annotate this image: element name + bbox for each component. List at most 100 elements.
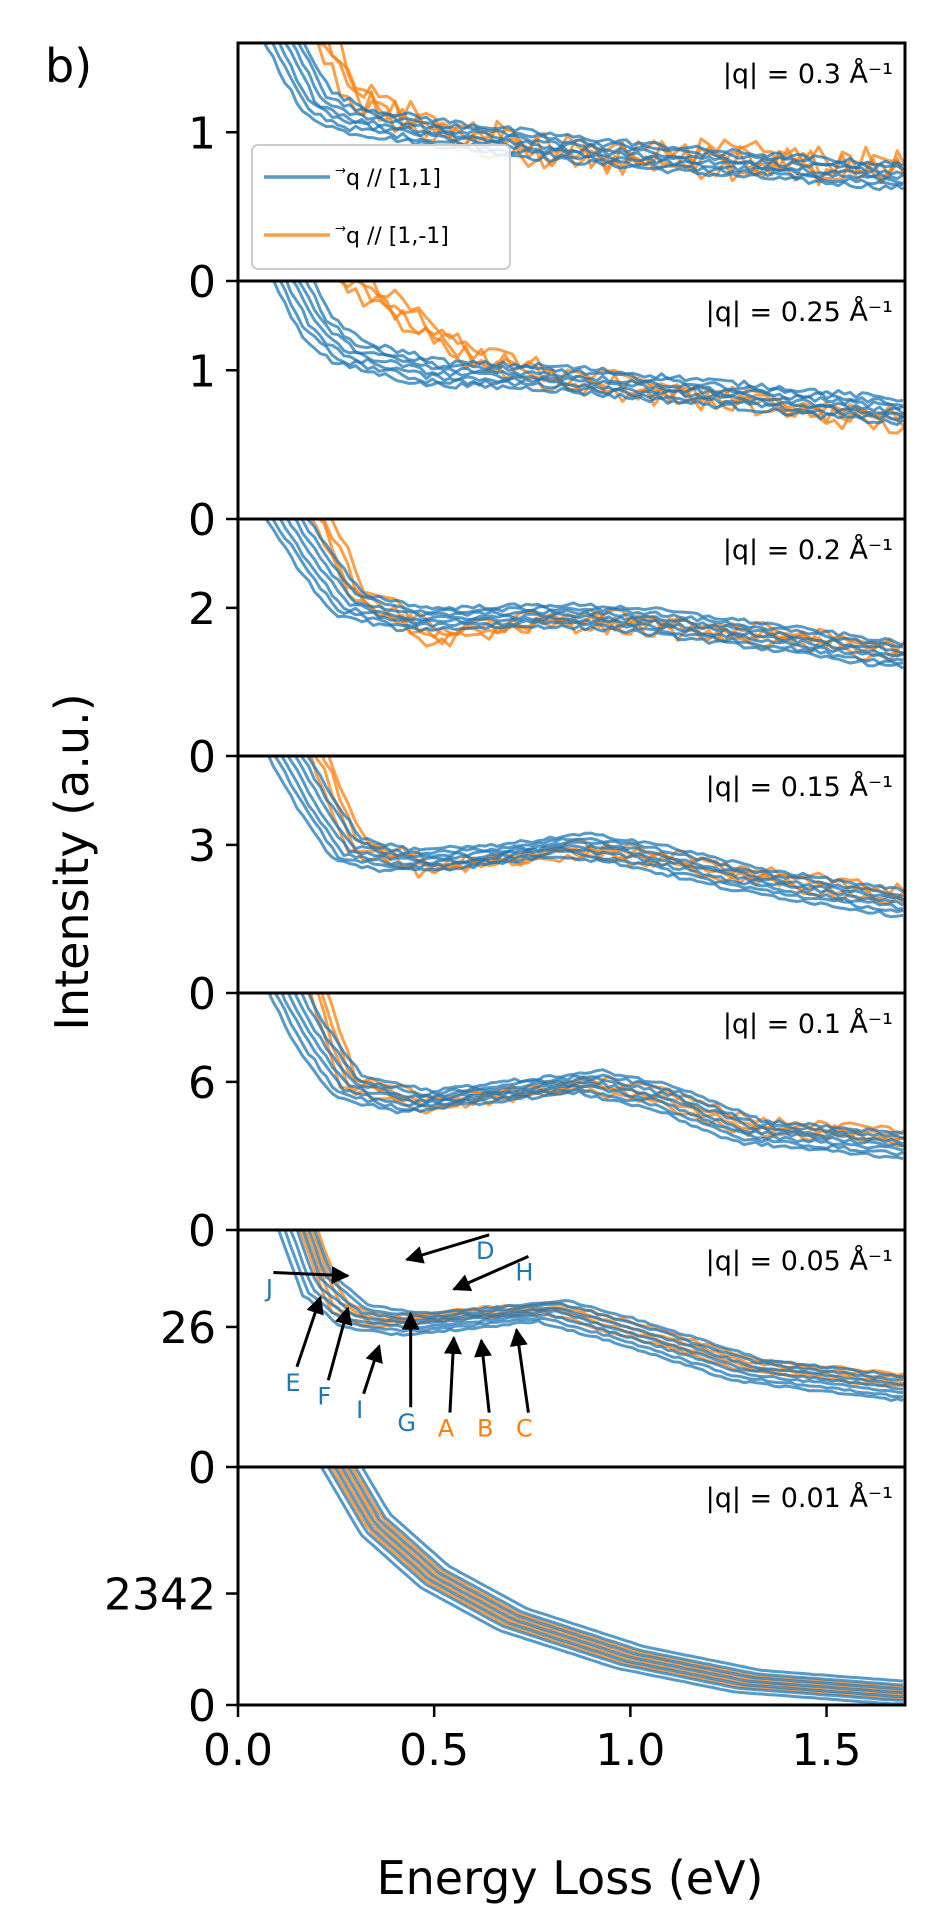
blue-series-line	[326, 1467, 903, 1702]
annotation-label: D	[476, 1237, 494, 1265]
orange-series-line	[326, 993, 905, 1136]
y-tick-label: 1	[188, 346, 216, 397]
orange-series-line	[298, 1230, 905, 1387]
blue-series-line	[307, 1230, 904, 1382]
orange-series-line	[350, 1467, 905, 1689]
blue-series-line	[278, 519, 904, 662]
annotation-arrow	[326, 1306, 353, 1381]
annotation-label: H	[515, 1258, 533, 1286]
annotation-arrow	[362, 1344, 383, 1395]
q-label: |q| = 0.05 Å⁻¹	[706, 1245, 893, 1277]
annotation-label: B	[477, 1415, 493, 1443]
orange-series-line	[303, 1230, 905, 1386]
blue-series-line	[270, 43, 904, 186]
blue-series-line	[312, 281, 904, 403]
q-label: |q| = 0.15 Å⁻¹	[706, 771, 893, 803]
panel-3-series	[264, 519, 905, 670]
blue-series-line	[278, 281, 904, 422]
blue-series-line	[290, 43, 904, 176]
orange-series-line	[327, 43, 905, 178]
y-tick-label: 26	[160, 1303, 216, 1354]
y-tick-label: 0	[188, 1443, 216, 1494]
panel-4-series	[267, 756, 905, 919]
blue-series-line	[296, 43, 904, 171]
y-axis-title: Intensity (a.u.)	[45, 693, 99, 1030]
blue-series-line	[297, 281, 904, 411]
q-label: |q| = 0.3 Å⁻¹	[723, 58, 893, 90]
blue-series-line	[307, 993, 904, 1136]
blue-series-line	[302, 43, 904, 168]
legend: ⃗q // [1,1]⃗q // [1,-1]	[251, 144, 511, 270]
blue-series-line	[267, 993, 904, 1161]
blue-series-line	[306, 756, 904, 893]
blue-series-line	[293, 519, 904, 655]
annotation-arrow	[509, 1327, 530, 1413]
orange-series-line	[329, 1467, 905, 1700]
blue-series-line	[299, 519, 904, 649]
blue-series-line	[301, 1230, 904, 1387]
blue-series-line	[293, 993, 904, 1146]
x-axis: 0.0 0.5 1.0 1.5	[203, 1705, 862, 1776]
q-label: |q| = 0.2 Å⁻¹	[723, 534, 893, 566]
blue-series-line	[340, 1467, 904, 1695]
y-tick-label: 0	[188, 1206, 216, 1257]
annotation-label: G	[397, 1409, 416, 1437]
annotation-label: F	[317, 1382, 331, 1410]
panel-5-series	[267, 993, 905, 1161]
blue-series-line	[360, 1467, 904, 1683]
legend-label: ⃗q // [1,1]	[335, 166, 441, 191]
x-tick-label: 0.0	[203, 1725, 273, 1776]
annotation-arrow	[404, 1233, 490, 1264]
legend-frame	[251, 144, 511, 270]
panels-group: 0 1 |q| = 0.3 Å⁻¹ 0 1 |q| = 0.25 Å⁻¹ 0 2 |q| = 0…	[104, 41, 907, 1732]
y-tick-label: 0	[188, 1681, 216, 1732]
y-tick-label: 0	[188, 257, 216, 308]
q-label: |q| = 0.1 Å⁻¹	[723, 1008, 893, 1040]
panel-2-series	[272, 281, 905, 435]
q-label: |q| = 0.25 Å⁻¹	[706, 296, 893, 328]
blue-series-line	[293, 756, 904, 902]
blue-series-line	[283, 43, 904, 181]
blue-series-line	[277, 1230, 904, 1403]
annotation-label: E	[285, 1369, 300, 1397]
panel-frame	[236, 1465, 907, 1707]
panel-2: 0 1 |q| = 0.25 Å⁻¹	[188, 279, 907, 546]
blue-series-line	[353, 1467, 904, 1687]
y-tick-label: 0	[188, 732, 216, 783]
x-tick-label: 1.5	[792, 1725, 862, 1776]
blue-series-line	[273, 993, 904, 1157]
y-tick-label: 1	[188, 108, 216, 159]
annotation-arrow	[452, 1255, 530, 1291]
blue-series-line	[286, 756, 904, 907]
blue-series-line	[264, 519, 904, 670]
blue-series-line	[333, 1467, 904, 1699]
blue-series-line	[299, 756, 904, 899]
panel-4: 0 3 |q| = 0.15 Å⁻¹	[188, 754, 907, 1020]
blue-series-line	[305, 519, 904, 647]
panel-3: 0 2 |q| = 0.2 Å⁻¹	[188, 517, 907, 783]
y-tick-label: 6	[188, 1058, 216, 1109]
legend-label: ⃗q // [1,-1]	[335, 224, 449, 249]
orange-series-line	[343, 1467, 905, 1693]
blue-series-line	[291, 281, 905, 416]
orange-series-line	[336, 1467, 905, 1697]
x-tick-label: 0.5	[399, 1725, 469, 1776]
annotation-arrow	[273, 1266, 350, 1285]
panel-1: 0 1 |q| = 0.3 Å⁻¹	[188, 41, 907, 308]
y-tick-label: 2342	[104, 1570, 216, 1621]
blue-series-line	[279, 756, 904, 911]
x-axis-title: Energy Loss (eV)	[377, 1851, 764, 1905]
blue-series-line	[267, 756, 904, 919]
annotation-label: I	[356, 1396, 363, 1424]
annotation-label: J	[264, 1275, 273, 1303]
q-label: |q| = 0.01 Å⁻¹	[706, 1482, 893, 1514]
y-tick-label: 0	[188, 969, 216, 1020]
annotation-arrow	[443, 1335, 462, 1413]
blue-series-line	[312, 1230, 904, 1379]
annotation-arrow	[295, 1295, 324, 1368]
y-tick-label: 2	[188, 584, 216, 635]
blue-series-line	[319, 1467, 903, 1705]
y-tick-label: 3	[188, 821, 216, 872]
blue-series-line	[299, 993, 904, 1141]
